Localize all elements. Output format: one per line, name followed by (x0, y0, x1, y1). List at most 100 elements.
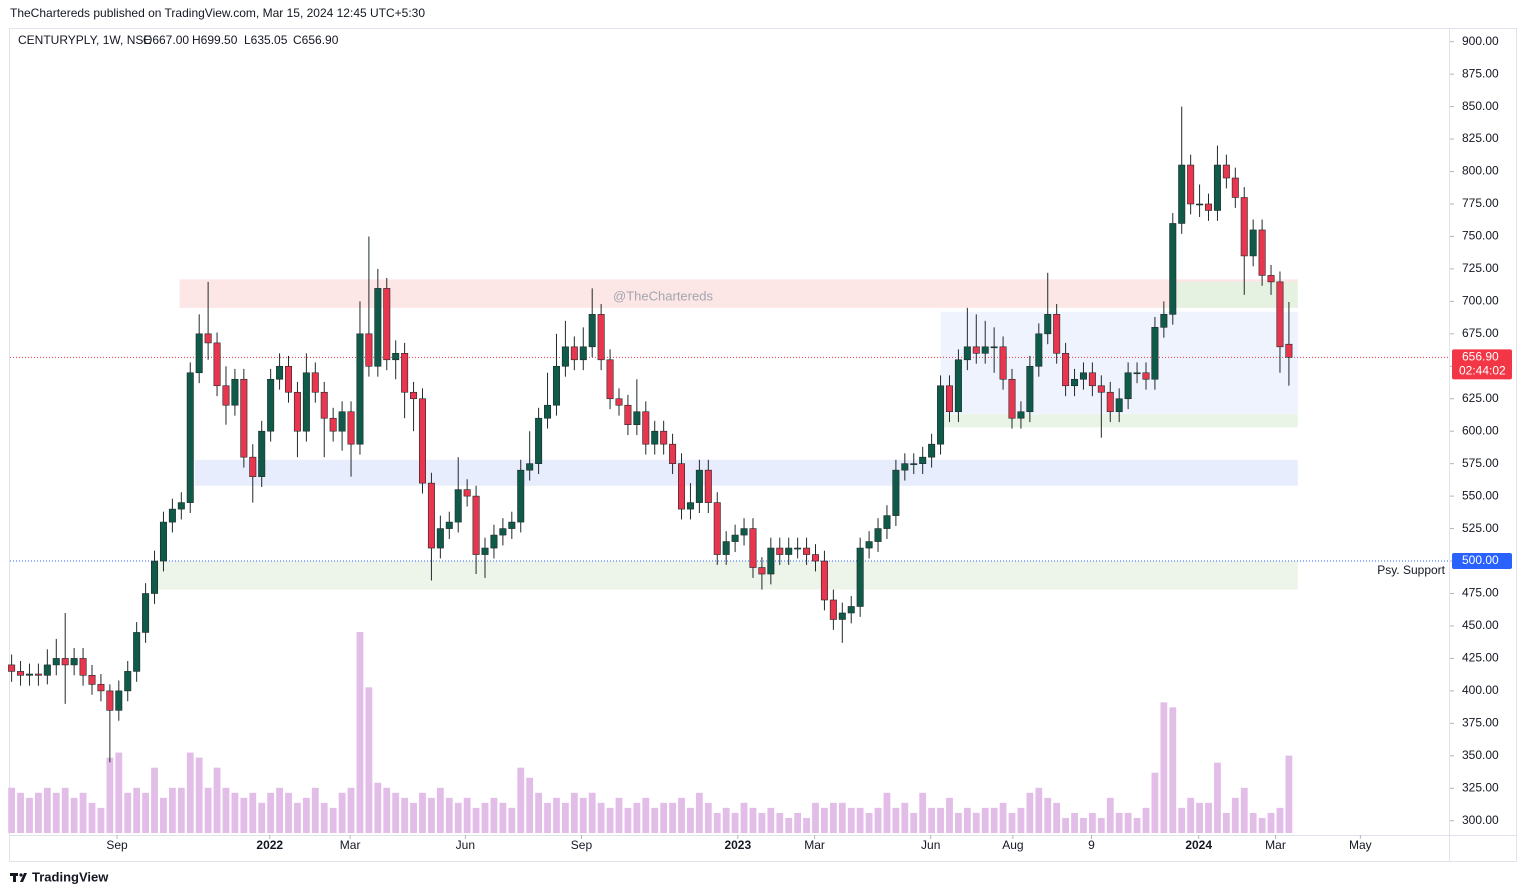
candle-body (883, 515, 891, 529)
volume-bar (874, 807, 882, 833)
candle-body (847, 606, 855, 614)
volume-bar (999, 802, 1007, 833)
candle-body (159, 521, 167, 562)
volume-bar (1071, 812, 1078, 833)
y-tick-label: 300.00 (1462, 813, 1499, 827)
y-tick-label: 525.00 (1462, 521, 1499, 535)
volume-bar (553, 797, 560, 833)
volume-bar (963, 807, 971, 833)
countdown: 02:44:02 (1459, 363, 1506, 377)
candle-body (1133, 372, 1141, 375)
volume-bar (651, 807, 659, 833)
candle-body (945, 385, 953, 413)
candle-body (410, 391, 418, 400)
volume-bar (955, 812, 962, 833)
candle-body (803, 547, 811, 555)
volume-bar (865, 812, 873, 833)
volume-bar (856, 807, 864, 833)
volume-bar (597, 802, 605, 833)
candle-body (928, 443, 936, 458)
volume-bar (910, 812, 918, 833)
volume-bar (79, 792, 87, 833)
candle-body (186, 372, 194, 503)
volume-bar (678, 797, 685, 833)
x-tick-label: Mar (804, 838, 825, 852)
volume-bar (401, 797, 409, 833)
candle-body (704, 469, 712, 503)
candle-body (1178, 164, 1186, 224)
support-tag-label: 500.00 (1462, 553, 1499, 567)
candle-body (97, 684, 105, 692)
candle-body (963, 346, 971, 361)
support-name: Psy. Support (1377, 563, 1445, 577)
volume-bar (803, 817, 810, 833)
volume-bar (338, 792, 346, 833)
candle-body (740, 528, 748, 536)
volume-bar (713, 812, 721, 833)
candle-body (999, 346, 1007, 380)
candle-body (1267, 275, 1275, 283)
zone (194, 459, 1298, 486)
volume-bar (231, 792, 239, 833)
volume-bar (151, 767, 158, 833)
volume-bar (1267, 812, 1275, 833)
volume-bar (133, 787, 141, 833)
volume-bar (821, 807, 828, 833)
volume-bar (392, 792, 400, 833)
volume-bar (61, 787, 69, 833)
candle-body (445, 521, 453, 529)
candle-body (749, 528, 757, 568)
volume-bar (1088, 812, 1096, 833)
volume-bar (294, 802, 301, 833)
candle-body (383, 288, 391, 361)
candle-body (535, 417, 543, 464)
volume-bar (383, 787, 391, 833)
y-tick-label: 875.00 (1462, 66, 1499, 80)
candle-body (615, 398, 623, 406)
candle-body (812, 554, 820, 562)
candle-body (1142, 372, 1150, 380)
candle-body (669, 443, 677, 464)
candle-body (1106, 391, 1114, 413)
y-tick-label: 375.00 (1462, 716, 1499, 730)
y-tick-label: 800.00 (1462, 164, 1499, 178)
candle-body (267, 378, 275, 432)
candle-body (365, 333, 373, 367)
candle-body (570, 346, 578, 361)
ohlc-label: O667.00 (143, 33, 189, 47)
y-tick-label: 350.00 (1462, 748, 1499, 762)
volume-bar (142, 792, 149, 833)
candle-body (1249, 229, 1257, 257)
volume-bar (276, 787, 283, 833)
y-tick-label: 325.00 (1462, 780, 1499, 794)
volume-bar (847, 807, 855, 833)
volume-bar (1187, 797, 1195, 833)
volume-bar (1124, 812, 1132, 833)
volume-bar (1214, 762, 1221, 833)
volume-bar (1008, 812, 1016, 833)
candle-body (418, 398, 426, 484)
candle-body (544, 404, 552, 419)
volume-bar (1285, 755, 1293, 833)
candle-body (213, 342, 221, 387)
volume-bar (472, 807, 480, 833)
volume-bar (776, 812, 784, 833)
ohlc-label: C656.90 (293, 33, 339, 47)
candle-body (552, 365, 560, 406)
candle-body (133, 632, 141, 672)
candle-body (1231, 177, 1239, 198)
candle-body (115, 690, 123, 711)
volume-bar (302, 797, 310, 833)
candle-body (1160, 314, 1168, 328)
candle-body (937, 385, 945, 445)
volume-bar (124, 792, 132, 833)
volume-bar (419, 792, 426, 833)
zone (157, 561, 1298, 590)
candle-body (61, 658, 69, 666)
candle-body (1008, 378, 1016, 419)
candle-body (1062, 352, 1070, 387)
x-tick-label: 9 (1088, 838, 1095, 852)
volume-bar (410, 802, 417, 833)
volume-bar (356, 632, 364, 833)
volume-bar (204, 787, 212, 833)
